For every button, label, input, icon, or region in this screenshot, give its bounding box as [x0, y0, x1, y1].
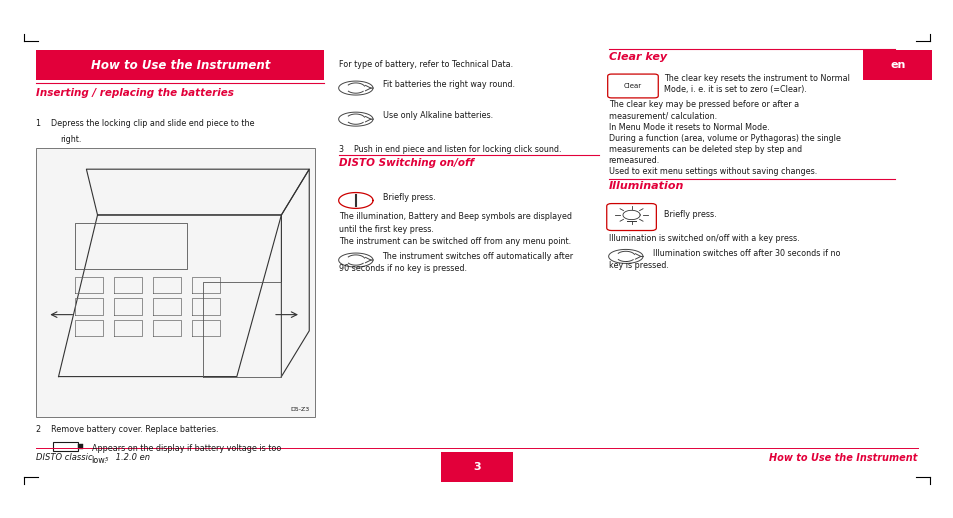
Text: 5: 5 [105, 457, 109, 463]
Text: Appears on the display if battery voltage is too: Appears on the display if battery voltag… [91, 444, 281, 453]
Text: 1    Depress the locking clip and slide end piece to the: 1 Depress the locking clip and slide end… [36, 119, 254, 128]
Text: Use only Alkaline batteries.: Use only Alkaline batteries. [382, 111, 492, 120]
Text: measurements can be deleted step by step and: measurements can be deleted step by step… [608, 145, 801, 154]
FancyBboxPatch shape [862, 50, 931, 80]
Text: key is pressed.: key is pressed. [608, 261, 668, 269]
FancyBboxPatch shape [78, 444, 83, 449]
Text: DISTO Switching on/off: DISTO Switching on/off [338, 158, 474, 168]
Text: low.: low. [91, 456, 107, 465]
Text: Fit batteries the right way round.: Fit batteries the right way round. [382, 80, 514, 89]
Text: 3    Push in end piece and listen for locking click sound.: 3 Push in end piece and listen for locki… [338, 145, 560, 154]
Text: 2    Remove battery cover. Replace batteries.: 2 Remove battery cover. Replace batterie… [36, 425, 218, 434]
Text: The illumination, Battery and Beep symbols are displayed: The illumination, Battery and Beep symbo… [338, 212, 571, 221]
Text: 1.2.0 en: 1.2.0 en [112, 453, 150, 462]
Text: For type of battery, refer to Technical Data.: For type of battery, refer to Technical … [338, 60, 513, 68]
Text: The clear key may be pressed before or after a: The clear key may be pressed before or a… [608, 100, 798, 109]
Text: D5-Z3: D5-Z3 [290, 407, 309, 412]
Text: right.: right. [60, 135, 81, 143]
FancyBboxPatch shape [607, 74, 658, 98]
FancyBboxPatch shape [36, 148, 314, 417]
Text: How to Use the Instrument: How to Use the Instrument [91, 59, 270, 72]
Text: The clear key resets the instrument to Normal: The clear key resets the instrument to N… [663, 74, 849, 82]
Text: DISTO classic: DISTO classic [36, 453, 92, 462]
Text: In Menu Mode it resets to Normal Mode.: In Menu Mode it resets to Normal Mode. [608, 123, 768, 132]
Text: Mode, i. e. it is set to zero (=Clear).: Mode, i. e. it is set to zero (=Clear). [663, 85, 806, 94]
Text: Briefly press.: Briefly press. [382, 193, 435, 202]
Text: en: en [889, 60, 904, 70]
Text: Illumination is switched on/off with a key press.: Illumination is switched on/off with a k… [608, 234, 799, 243]
FancyBboxPatch shape [36, 50, 324, 80]
Text: Illumination: Illumination [608, 181, 683, 191]
Text: remeasured.: remeasured. [608, 156, 659, 165]
Text: Clear key: Clear key [608, 52, 666, 62]
Text: Clear: Clear [623, 83, 641, 89]
Text: Used to exit menu settings without saving changes.: Used to exit menu settings without savin… [608, 167, 816, 176]
FancyBboxPatch shape [606, 204, 656, 231]
Text: The instrument can be switched off from any menu point.: The instrument can be switched off from … [338, 237, 570, 246]
Text: 3: 3 [473, 462, 480, 472]
Text: 90 seconds if no key is pressed.: 90 seconds if no key is pressed. [338, 264, 466, 273]
FancyBboxPatch shape [440, 452, 513, 482]
Text: Illumination switches off after 30 seconds if no: Illumination switches off after 30 secon… [652, 249, 840, 257]
Text: Inserting / replacing the batteries: Inserting / replacing the batteries [36, 88, 233, 98]
Text: until the first key press.: until the first key press. [338, 225, 433, 234]
Text: measurement/ calculation.: measurement/ calculation. [608, 111, 716, 120]
Text: During a function (area, volume or Pythagoras) the single: During a function (area, volume or Pytha… [608, 134, 840, 142]
Text: How to Use the Instrument: How to Use the Instrument [768, 453, 917, 463]
Text: The instrument switches off automatically after: The instrument switches off automaticall… [382, 252, 573, 261]
Text: Briefly press.: Briefly press. [663, 210, 716, 219]
